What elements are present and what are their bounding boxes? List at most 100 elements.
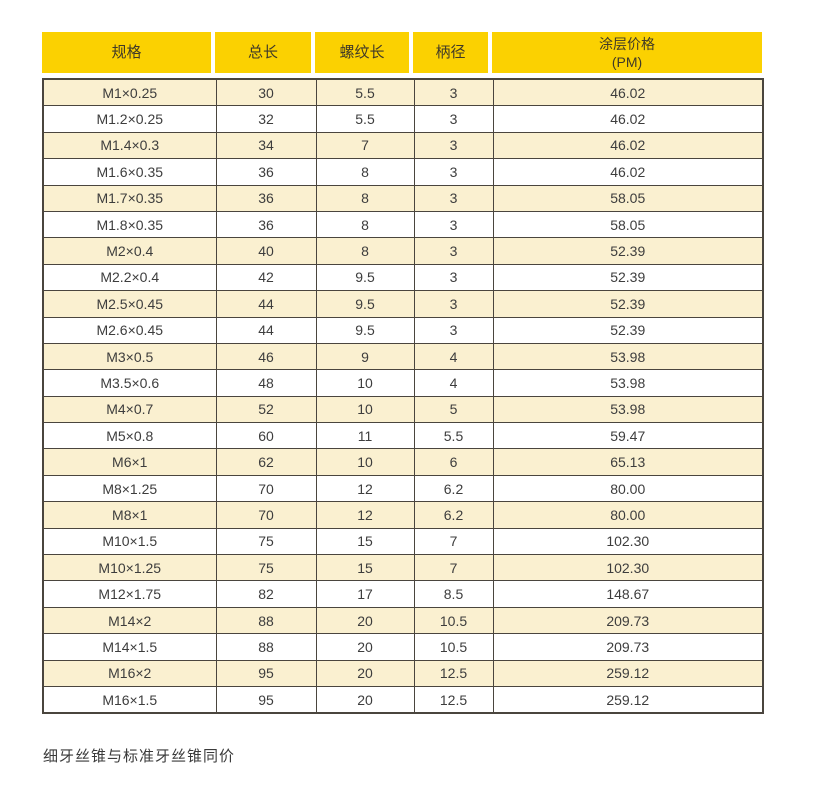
table-row: M10×1.25 75 15 7 102.30	[42, 554, 764, 582]
table-row: M14×2 88 20 10.5 209.73	[42, 606, 764, 635]
table-cell: M4×0.7	[42, 395, 217, 424]
table-cell: 12	[315, 501, 415, 529]
table-cell: 3	[413, 290, 494, 318]
table-cell: 8	[315, 210, 415, 239]
table-cell: M2.5×0.45	[42, 290, 217, 318]
table-row: M1.8×0.35 36 8 3 58.05	[42, 210, 764, 239]
table-cell: M1.2×0.25	[42, 105, 217, 133]
table-cell: 9	[315, 342, 415, 371]
table-cell: M10×1.5	[42, 527, 217, 556]
table-cell: M3×0.5	[42, 342, 217, 371]
table-cell: 34	[215, 131, 317, 160]
table-cell: 5	[413, 395, 494, 424]
table-cell: 75	[215, 527, 317, 556]
table-cell: 36	[215, 184, 317, 212]
table-cell: M14×2	[42, 606, 217, 635]
table-row: M1×0.25 30 5.5 3 46.02	[42, 78, 764, 107]
table-cell: 12	[315, 474, 415, 503]
table-cell: 8.5	[413, 580, 494, 608]
header-shank-dia: 柄径	[413, 32, 492, 73]
table-cell: 3	[413, 78, 494, 107]
table-cell: M10×1.25	[42, 554, 217, 582]
table-cell: 259.12	[492, 685, 764, 714]
table-cell: 65.13	[492, 448, 764, 476]
table-row: M1.7×0.35 36 8 3 58.05	[42, 184, 764, 212]
table-cell: M8×1	[42, 501, 217, 529]
table-cell: 9.5	[315, 263, 415, 292]
table-row: M3×0.5 46 9 4 53.98	[42, 342, 764, 371]
table-cell: 80.00	[492, 474, 764, 503]
table-cell: 52.39	[492, 316, 764, 344]
table-cell: 32	[215, 105, 317, 133]
table-body: M1×0.25 30 5.5 3 46.02 M1.2×0.25 32 5.5 3 46.02 M1…	[42, 78, 764, 714]
table-cell: 10	[315, 395, 415, 424]
table-cell: M2.6×0.45	[42, 316, 217, 344]
header-thread-length: 螺纹长	[315, 32, 413, 73]
table-cell: 209.73	[492, 606, 764, 635]
table-cell: 44	[215, 290, 317, 318]
table-cell: 148.67	[492, 580, 764, 608]
table-cell: 95	[215, 685, 317, 714]
table-cell: 40	[215, 237, 317, 265]
table-cell: M1.6×0.35	[42, 158, 217, 186]
table-row: M2.6×0.45 44 9.5 3 52.39	[42, 316, 764, 344]
table-cell: 30	[215, 78, 317, 107]
table-cell: M1.4×0.3	[42, 131, 217, 160]
table-cell: 10	[315, 448, 415, 476]
table-row: M14×1.5 88 20 10.5 209.73	[42, 633, 764, 661]
table-cell: 44	[215, 316, 317, 344]
table-cell: 36	[215, 210, 317, 239]
footnote: 细牙丝锥与标准牙丝锥同价	[43, 748, 236, 765]
table-row: M6×1 62 10 6 65.13	[42, 448, 764, 476]
table-cell: 48	[215, 369, 317, 397]
table-row: M3.5×0.6 48 10 4 53.98	[42, 369, 764, 397]
table-cell: 46.02	[492, 105, 764, 133]
table-cell: 20	[315, 606, 415, 635]
table-cell: M1.7×0.35	[42, 184, 217, 212]
table-cell: 102.30	[492, 554, 764, 582]
table-cell: 209.73	[492, 633, 764, 661]
table-cell: M12×1.75	[42, 580, 217, 608]
table-cell: 62	[215, 448, 317, 476]
table-cell: 12.5	[413, 685, 494, 714]
table-cell: 58.05	[492, 210, 764, 239]
table-cell: 46.02	[492, 78, 764, 107]
table-cell: 3	[413, 316, 494, 344]
header-spec: 规格	[42, 32, 215, 73]
table-cell: 5.5	[315, 105, 415, 133]
table-cell: 3	[413, 158, 494, 186]
table-cell: 82	[215, 580, 317, 608]
header-total-length: 总长	[215, 32, 315, 73]
table-cell: 3	[413, 210, 494, 239]
table-cell: 6.2	[413, 474, 494, 503]
table-cell: 7	[315, 131, 415, 160]
table-cell: 3	[413, 105, 494, 133]
table-cell: M14×1.5	[42, 633, 217, 661]
table-cell: M2.2×0.4	[42, 263, 217, 292]
table-row: M8×1 70 12 6.2 80.00	[42, 501, 764, 529]
table-cell: 3	[413, 131, 494, 160]
table-cell: 36	[215, 158, 317, 186]
table-cell: 53.98	[492, 369, 764, 397]
table-cell: 3	[413, 263, 494, 292]
table-cell: 4	[413, 342, 494, 371]
table-cell: 58.05	[492, 184, 764, 212]
table-cell: 8	[315, 237, 415, 265]
table-cell: 20	[315, 633, 415, 661]
table-row: M2.5×0.45 44 9.5 3 52.39	[42, 290, 764, 318]
table-cell: 9.5	[315, 316, 415, 344]
table-cell: 15	[315, 527, 415, 556]
table-row: M4×0.7 52 10 5 53.98	[42, 395, 764, 424]
table-cell: 52.39	[492, 237, 764, 265]
table-cell: M1.8×0.35	[42, 210, 217, 239]
table-cell: 75	[215, 554, 317, 582]
table-cell: 17	[315, 580, 415, 608]
table-cell: 10	[315, 369, 415, 397]
table-cell: 95	[215, 659, 317, 687]
table-cell: 88	[215, 606, 317, 635]
table-cell: M6×1	[42, 448, 217, 476]
table-cell: 11	[315, 422, 415, 450]
table-cell: 20	[315, 659, 415, 687]
table-cell: 53.98	[492, 342, 764, 371]
